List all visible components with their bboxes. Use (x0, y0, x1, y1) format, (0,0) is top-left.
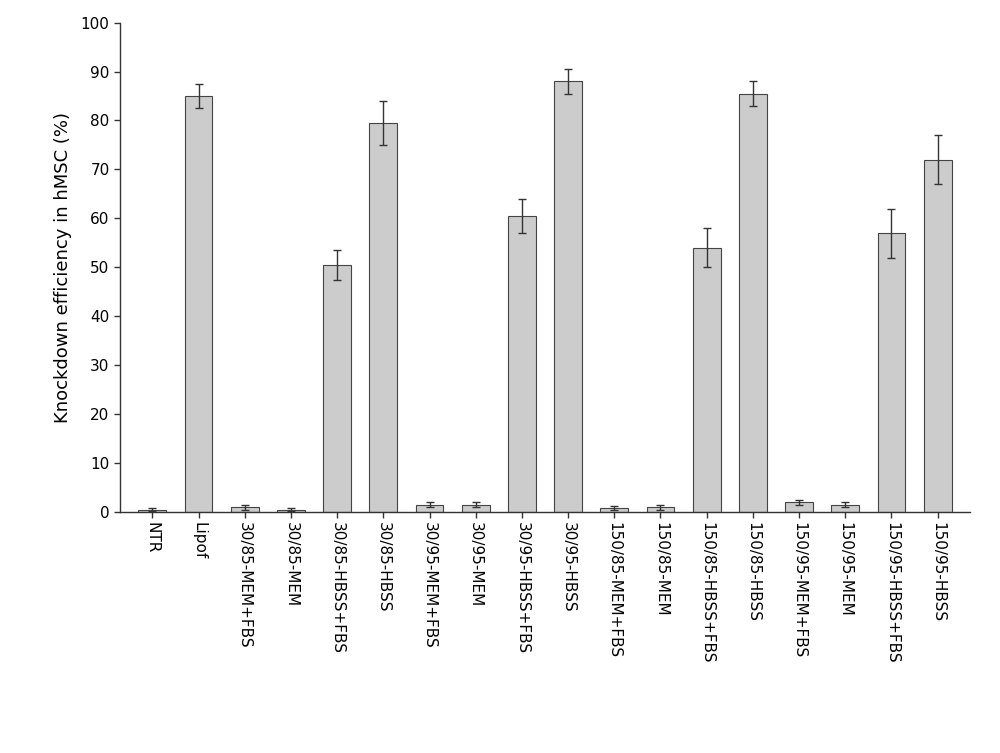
Bar (416, 505, 443, 512)
Bar (277, 510, 305, 512)
Bar (462, 505, 490, 512)
Bar (185, 96, 212, 512)
Bar (924, 160, 952, 512)
Bar (693, 248, 721, 512)
Bar (647, 508, 674, 512)
Bar (323, 265, 351, 512)
Bar (739, 93, 767, 512)
Bar (878, 233, 905, 512)
Bar (138, 510, 166, 512)
Bar (231, 508, 259, 512)
Bar (785, 502, 813, 512)
Bar (831, 505, 859, 512)
Bar (369, 123, 397, 512)
Bar (508, 216, 536, 512)
Y-axis label: Knockdown efficiency in hMSC (%): Knockdown efficiency in hMSC (%) (54, 111, 72, 423)
Bar (554, 81, 582, 512)
Bar (600, 508, 628, 512)
